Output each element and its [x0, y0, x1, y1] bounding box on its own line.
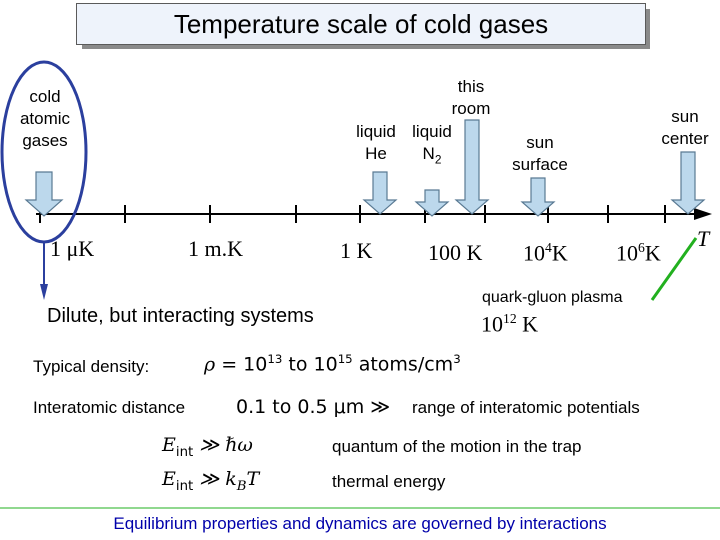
eint2-relsub: B — [236, 478, 247, 494]
interatomic-label: Interatomic distance — [33, 398, 186, 417]
footer-text: Equilibrium properties and dynamics are … — [113, 514, 607, 533]
axis-label: T — [697, 226, 710, 251]
quark-gluon-label: quark-gluon plasma — [482, 289, 623, 306]
cold-atoms-label: cold atomic gases — [6, 86, 84, 152]
density-exp1: 13 — [267, 352, 283, 366]
eint-hbar-formula: Eint ≫ ℏω — [162, 434, 253, 460]
this-room-label: this room — [436, 76, 506, 120]
eint-kbt-desc: thermal energy — [332, 472, 446, 491]
eint1-rel: ≫ ℏω — [193, 434, 253, 456]
tick-1e4-unit: K — [551, 240, 568, 266]
density-to: to 10 — [282, 353, 338, 376]
sun-surface-label: sun surface — [500, 132, 580, 176]
eint1-E: E — [162, 434, 176, 456]
page-title-text: Temperature scale of cold gases — [173, 8, 549, 39]
this-room-line2: room — [451, 99, 491, 118]
n2-base: N — [422, 144, 435, 163]
liquid-he-line1: liquid — [356, 122, 396, 141]
density-label: Typical density: — [33, 357, 150, 376]
tick-1e6-base: 10 — [616, 240, 638, 266]
density-rho: ρ — [204, 353, 216, 376]
eint1-sub: int — [175, 444, 194, 460]
tick-label-1mK: 1 m.K — [188, 236, 243, 261]
liquid-he-line2: He — [365, 144, 387, 163]
liquid-he-label: liquid He — [346, 121, 406, 165]
liquid-he-arrow — [362, 171, 398, 215]
eint2-rel: ≫ k — [193, 468, 237, 490]
liquid-n2-line2: N2 — [402, 143, 462, 170]
liquid-n2-label: liquid N2 — [402, 121, 462, 170]
sun-center-label: sun center — [650, 106, 720, 150]
n2-sub: 2 — [434, 152, 442, 167]
eint2-T: T — [246, 468, 260, 490]
density-eq: = 10 — [215, 353, 268, 376]
density-unit-exp: 3 — [453, 352, 461, 366]
density-unit: atoms/cm — [352, 353, 454, 376]
quark-temp-exp: 12 — [503, 311, 517, 326]
liquid-n2-line1: liquid — [412, 122, 452, 141]
eint-hbar-desc: quantum of the motion in the trap — [332, 437, 582, 456]
tick-1e6-unit: K — [644, 240, 661, 266]
page-title: Temperature scale of cold gases — [76, 3, 646, 45]
axis-arrowhead — [694, 208, 712, 220]
dilute-text: Dilute, but interacting systems — [47, 305, 314, 327]
tick-label-1e6K: 106K — [616, 240, 661, 266]
eint2-sub: int — [175, 478, 194, 494]
eint-kbt-formula: Eint ≫ kBT — [162, 468, 259, 494]
tick-1e4-base: 10 — [523, 240, 545, 266]
sun-surface-arrow — [520, 177, 556, 217]
density-formula: ρ = 1013 to 1015 atoms/cm3 — [204, 352, 461, 375]
tick-1e6-exp: 6 — [638, 240, 645, 255]
sun-surface-line1: sun — [526, 133, 554, 152]
interatomic-formula: 0.1 to 0.5 μm ≫ — [236, 396, 391, 418]
density-exp2: 15 — [337, 352, 353, 366]
sun-center-line1: sun — [671, 107, 699, 126]
cold-atoms-arrow — [24, 171, 64, 217]
tick-label-1e4K: 104K — [523, 240, 568, 266]
sun-surface-line2: surface — [512, 155, 568, 174]
tick-1e4-exp: 4 — [545, 240, 552, 255]
quark-temp-unit: K — [516, 311, 539, 337]
this-room-arrow — [454, 119, 490, 215]
cold-atoms-line1: cold — [29, 87, 61, 106]
quark-temp-base: 10 — [481, 311, 503, 337]
sun-center-line2: center — [661, 129, 709, 148]
cold-atoms-line2: atomic — [19, 109, 71, 128]
eint2-E: E — [162, 468, 176, 490]
tick-label-1K: 1 K — [340, 238, 373, 263]
interatomic-desc: range of interatomic potentials — [412, 398, 640, 417]
this-room-line1: this — [457, 77, 485, 96]
quark-gluon-temp: 1012 K — [481, 311, 538, 337]
quark-gluon-line — [650, 237, 698, 301]
liquid-n2-arrow — [414, 189, 450, 217]
tick-label-100K: 100 K — [428, 240, 483, 265]
sun-center-arrow — [670, 151, 706, 215]
tick-label-1uK: 1 μK — [50, 236, 95, 261]
cold-atoms-line3: gases — [22, 131, 68, 150]
